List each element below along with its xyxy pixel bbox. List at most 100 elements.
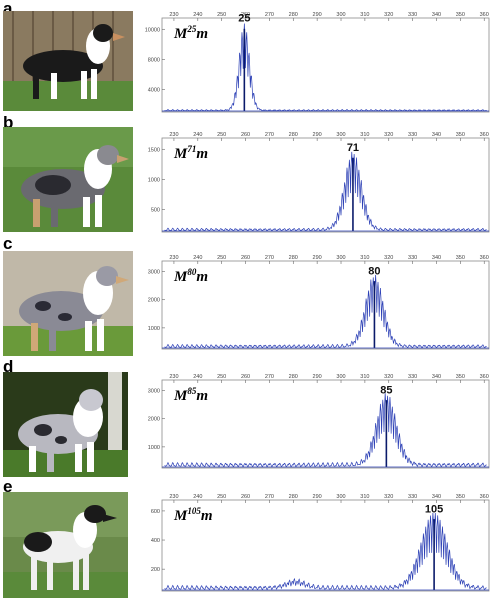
- y-tick-label: 1500: [148, 147, 160, 153]
- dog-photo-a: [3, 11, 133, 111]
- x-tick-label: 280: [289, 494, 298, 500]
- panel-letter-b: b: [3, 113, 14, 132]
- plot-frame: [161, 17, 490, 113]
- fragment-plot-d: 230 240 250 260 270 280 290 300 310 320 330 340 350 3…: [142, 372, 492, 472]
- dog-photo-d-image: [3, 372, 128, 477]
- x-tick-label: 250: [217, 255, 226, 261]
- fragment-plot-a-svg: 230 240 250 260 270 280 290 300 310 320 330 340 350 3…: [145, 12, 490, 113]
- x-tick-label: 290: [313, 12, 322, 18]
- x-tick-label: 350: [456, 132, 465, 138]
- x-tick-label: 300: [336, 255, 345, 261]
- y-tick-label: 2000: [148, 298, 160, 304]
- x-tick-label: 230: [169, 12, 178, 18]
- series-line: [164, 151, 487, 232]
- y-tick-label: 3000: [148, 270, 160, 276]
- series-line: [164, 274, 487, 349]
- x-tick-label: 290: [313, 374, 322, 380]
- x-tick-label: 320: [384, 255, 393, 261]
- dog-photo-c-image: [3, 251, 133, 356]
- fragment-plot-b: 230 240 250 260 270 280 290 300 310 320 330 340 350 3…: [142, 130, 492, 236]
- allele-label: M25m: [173, 24, 208, 42]
- x-tick-label: 270: [265, 494, 274, 500]
- fragment-plot-d-svg: 230 240 250 260 270 280 290 300 310 320 330 340 350 3…: [148, 374, 490, 469]
- x-tick-label: 320: [384, 374, 393, 380]
- x-tick-label: 340: [432, 132, 441, 138]
- x-tick-label: 260: [241, 374, 250, 380]
- series-peaks: [164, 393, 487, 468]
- x-tick-label: 360: [480, 374, 489, 380]
- x-tick-label: 300: [336, 132, 345, 138]
- x-tick-label: 340: [432, 255, 441, 261]
- x-tick-label: 350: [456, 374, 465, 380]
- x-tick-label: 270: [265, 255, 274, 261]
- fragment-plot-c-svg: 230 240 250 260 270 280 290 300 310 320 330 340 350 3…: [148, 255, 490, 350]
- x-tick-label: 340: [432, 12, 441, 18]
- x-tick-label: 310: [360, 374, 369, 380]
- x-tick-label: 250: [217, 12, 226, 18]
- y-tick-label: 500: [151, 207, 160, 213]
- peak-label: 80: [368, 266, 380, 278]
- fragment-plot-e-svg: 230 240 250 260 270 280 290 300 310 320 330 340 350 3…: [151, 494, 490, 592]
- peak-label: 85: [380, 385, 392, 397]
- x-tick-label: 320: [384, 12, 393, 18]
- fragment-plot-a: 230 240 250 260 270 280 290 300 310 320 330 340 350 3…: [142, 10, 492, 116]
- x-tick-label: 340: [432, 494, 441, 500]
- x-tick-label: 360: [480, 12, 489, 18]
- dog-photo-b-image: [3, 127, 133, 232]
- x-tick-label: 270: [265, 12, 274, 18]
- x-tick-label: 290: [313, 255, 322, 261]
- x-tick-label: 310: [360, 132, 369, 138]
- x-tick-label: 290: [313, 494, 322, 500]
- panel-letter-e: e: [3, 477, 13, 496]
- x-tick-label: 270: [265, 374, 274, 380]
- x-tick-label: 280: [289, 374, 298, 380]
- series-peaks: [164, 274, 487, 349]
- x-tick-label: 350: [456, 255, 465, 261]
- dog-photo-a-image: [3, 11, 133, 111]
- x-tick-label: 240: [193, 494, 202, 500]
- series-line: [164, 393, 487, 468]
- series-peaks: [164, 512, 487, 591]
- peak-label: 105: [425, 503, 443, 515]
- x-tick-label: 350: [456, 494, 465, 500]
- x-tick-label: 330: [408, 132, 417, 138]
- dog-photo-b: [3, 127, 133, 232]
- x-tick-label: 320: [384, 132, 393, 138]
- x-tick-label: 300: [336, 12, 345, 18]
- panel-letter-d: d: [3, 357, 14, 376]
- series-peaks: [164, 151, 487, 232]
- x-tick-label: 350: [456, 12, 465, 18]
- x-tick-label: 360: [480, 255, 489, 261]
- x-tick-label: 360: [480, 132, 489, 138]
- allele-label: M71m: [173, 144, 208, 162]
- dog-photo-e: [3, 492, 128, 598]
- x-tick-label: 250: [217, 132, 226, 138]
- peak-label: 71: [347, 142, 359, 154]
- dog-photo-c: [3, 251, 133, 356]
- plot-frame: [161, 260, 490, 350]
- y-tick-label: 400: [151, 538, 160, 544]
- panel-letter-a: a: [3, 0, 13, 18]
- y-tick-label: 3000: [148, 389, 160, 395]
- fragment-plot-e: 230 240 250 260 270 280 290 300 310 320 330 340 350 3…: [142, 492, 492, 595]
- x-tick-label: 270: [265, 132, 274, 138]
- y-tick-label: 200: [151, 567, 160, 573]
- x-tick-label: 290: [313, 132, 322, 138]
- y-tick-label: 1000: [148, 326, 160, 332]
- dog-photo-d: [3, 372, 128, 477]
- x-tick-label: 260: [241, 12, 250, 18]
- x-tick-label: 240: [193, 132, 202, 138]
- fragment-plot-b-svg: 230 240 250 260 270 280 290 300 310 320 330 340 350 3…: [148, 132, 490, 233]
- plot-frame: [161, 137, 490, 233]
- fragment-plot-c: 230 240 250 260 270 280 290 300 310 320 330 340 350 3…: [142, 253, 492, 353]
- y-tick-label: 1000: [148, 177, 160, 183]
- allele-label: M80m: [173, 267, 208, 285]
- x-tick-label: 240: [193, 12, 202, 18]
- x-tick-label: 280: [289, 12, 298, 18]
- y-tick-label: 2000: [148, 417, 160, 423]
- x-tick-label: 360: [480, 494, 489, 500]
- x-tick-label: 330: [408, 255, 417, 261]
- x-tick-label: 260: [241, 132, 250, 138]
- x-tick-label: 340: [432, 374, 441, 380]
- x-tick-label: 300: [336, 494, 345, 500]
